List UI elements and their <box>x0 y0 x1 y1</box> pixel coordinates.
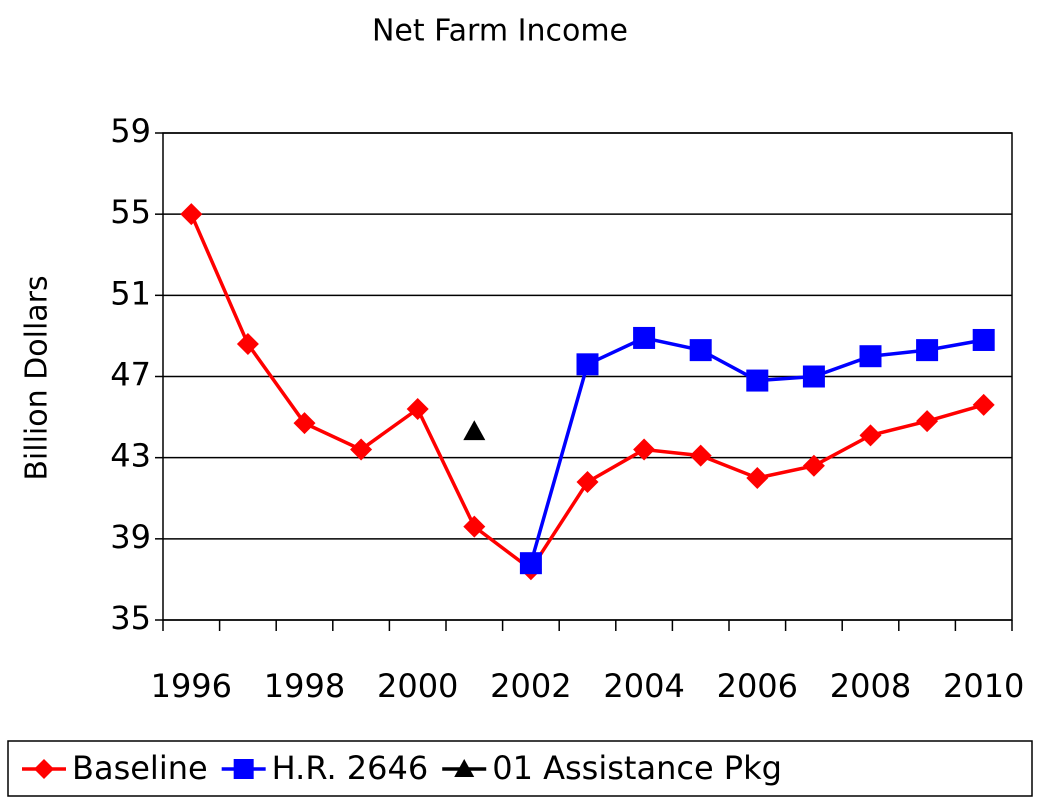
legend-label: 01 Assistance Pkg <box>492 749 782 787</box>
legend-marker <box>233 759 254 779</box>
marker <box>406 397 429 420</box>
y-tick-label: 59 <box>110 112 151 150</box>
x-tick-label: 2006 <box>717 667 798 705</box>
marker <box>576 471 599 494</box>
marker <box>916 339 939 362</box>
marker <box>746 466 769 489</box>
marker <box>802 365 825 388</box>
marker <box>689 339 712 362</box>
marker <box>859 345 882 368</box>
marker <box>463 420 486 441</box>
marker <box>519 552 542 575</box>
marker <box>180 203 203 226</box>
marker <box>633 438 656 461</box>
legend-marker <box>454 759 475 777</box>
y-tick-label: 43 <box>110 437 151 475</box>
marker <box>689 444 712 467</box>
plot-area <box>162 132 1013 621</box>
y-tick-label: 35 <box>110 599 151 637</box>
marker <box>859 424 882 447</box>
x-tick-label: 1998 <box>264 667 345 705</box>
y-tick-label: 51 <box>110 274 151 312</box>
marker <box>236 333 259 356</box>
x-tick-label: 2010 <box>943 667 1024 705</box>
y-tick-label: 55 <box>110 193 151 231</box>
marker <box>746 369 769 392</box>
x-tick-label: 2000 <box>377 667 458 705</box>
legend-label: Baseline <box>72 749 208 787</box>
marker <box>802 454 825 477</box>
marker <box>576 353 599 376</box>
marker <box>293 412 316 435</box>
x-tick-label: 1996 <box>151 667 232 705</box>
marker <box>463 515 486 538</box>
legend-box <box>7 740 1033 797</box>
marker <box>916 410 939 433</box>
marker <box>972 393 995 416</box>
x-tick-label: 2002 <box>490 667 571 705</box>
y-tick-label: 47 <box>110 356 151 394</box>
marker <box>972 328 995 351</box>
series-line <box>189 213 985 572</box>
marker <box>633 326 656 349</box>
legend-label: H.R. 2646 <box>272 749 429 787</box>
legend-marker <box>34 759 54 779</box>
chart-title: Net Farm Income <box>372 14 628 49</box>
marker <box>350 438 373 461</box>
x-tick-label: 2004 <box>603 667 684 705</box>
y-tick-label: 39 <box>110 518 151 556</box>
y-axis-label: Billion Dollars <box>20 275 55 480</box>
x-tick-label: 2008 <box>830 667 911 705</box>
